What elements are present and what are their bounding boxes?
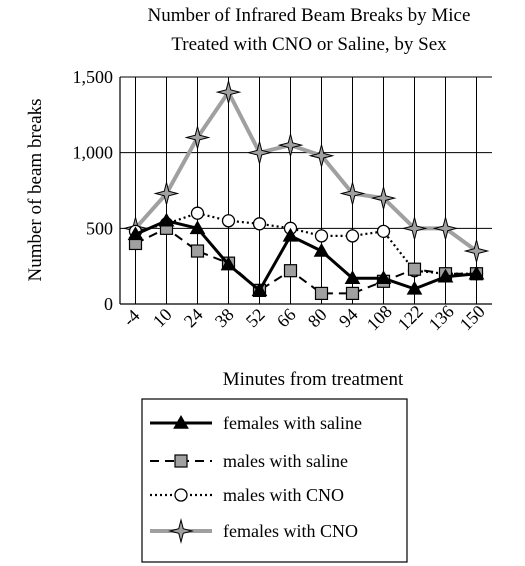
- data-point: [153, 180, 180, 207]
- data-point: [313, 243, 330, 257]
- y-tick-label: 1,000: [73, 143, 114, 163]
- y-tick-label: 0: [104, 294, 113, 314]
- x-tick-label: 80: [304, 304, 331, 331]
- series-males-with-saline: [128, 221, 484, 301]
- x-axis-label: Minutes from treatment: [223, 369, 404, 390]
- legend-marker: [174, 454, 188, 468]
- data-point: [189, 220, 206, 235]
- x-tick-label: 136: [425, 301, 458, 334]
- data-point: [190, 206, 205, 220]
- data-point: [370, 185, 397, 212]
- data-point: [339, 180, 366, 207]
- data-point: [314, 229, 329, 243]
- data-point: [282, 227, 299, 242]
- legend-label: males with CNO: [223, 485, 344, 505]
- series-line: [135, 212, 477, 275]
- y-axis-label: Number of beam breaks: [25, 98, 46, 281]
- series-females-with-cno: [122, 79, 490, 265]
- data-point: [344, 270, 361, 285]
- data-point: [184, 124, 211, 151]
- series-females-with-saline: [127, 212, 485, 297]
- legend-label: females with saline: [223, 413, 362, 433]
- x-tick-label: 38: [211, 304, 238, 331]
- data-point: [406, 280, 423, 295]
- data-point: [437, 268, 454, 283]
- x-tick-label: 122: [394, 301, 427, 334]
- chart-subtitle: Treated with CNO or Saline, by Sex: [171, 34, 447, 55]
- legend-marker: [168, 518, 194, 544]
- x-tick-label: 52: [242, 304, 269, 331]
- plot-frame: [119, 77, 492, 305]
- data-point: [215, 79, 242, 106]
- legend-marker: [174, 488, 188, 502]
- data-point: [314, 286, 329, 301]
- legend-label: females with CNO: [223, 521, 358, 541]
- data-point: [308, 142, 335, 169]
- grid: [120, 76, 492, 305]
- data-point: [463, 238, 490, 265]
- data-point: [220, 256, 237, 271]
- y-axis: 0 500 1,000 1,500: [73, 67, 114, 314]
- legend-item: males with CNO: [150, 485, 344, 505]
- data-point: [277, 132, 304, 159]
- data-point: [407, 262, 422, 276]
- legend: females with saline males with saline male…: [141, 398, 408, 563]
- data-point: [252, 217, 267, 231]
- data-point: [283, 264, 298, 278]
- legend-item: females with CNO: [150, 518, 358, 544]
- data-point: [127, 226, 144, 241]
- data-point: [401, 215, 428, 242]
- series-line: [134, 219, 477, 292]
- legend-label: males with saline: [223, 451, 348, 471]
- legend-marker: [173, 414, 189, 429]
- x-tick-label: -4: [119, 305, 144, 330]
- x-tick-label: 150: [456, 301, 489, 334]
- data-point: [432, 215, 459, 242]
- data-point: [375, 270, 392, 285]
- x-tick-label: 66: [273, 304, 300, 331]
- legend-item: males with saline: [150, 451, 348, 471]
- y-tick-label: 1,500: [73, 67, 114, 87]
- data-point: [251, 282, 268, 297]
- x-tick-label: 10: [149, 304, 176, 331]
- chart-title: Number of Infrared Beam Breaks by Mice: [148, 5, 471, 26]
- y-tick-label: 500: [86, 218, 113, 238]
- data-point: [345, 286, 360, 301]
- series-layer: [122, 79, 490, 301]
- data-point: [221, 214, 236, 228]
- data-point: [246, 139, 273, 166]
- x-tick-label: 108: [363, 301, 396, 334]
- x-tick-label: 24: [180, 304, 207, 331]
- legend-item: females with saline: [150, 413, 362, 433]
- data-point: [376, 224, 391, 239]
- data-point: [345, 229, 360, 243]
- data-point: [190, 244, 205, 258]
- x-tick-label: 94: [335, 304, 362, 331]
- data-point: [158, 212, 175, 227]
- data-point: [468, 265, 485, 280]
